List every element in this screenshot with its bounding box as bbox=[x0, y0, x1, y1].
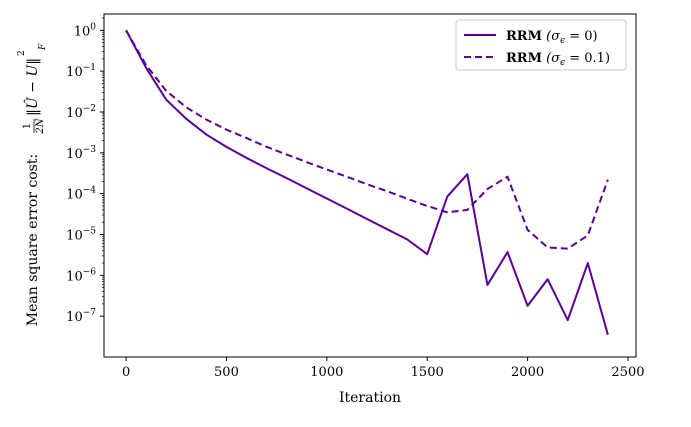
y-axis-label: Mean square error cost: 1 2N ‖Û − U‖ 2 F bbox=[17, 43, 48, 326]
x-tick-label: 1000 bbox=[310, 365, 343, 380]
y-axis-label-norm-open: ‖ bbox=[25, 109, 41, 116]
x-tick-label: 2000 bbox=[511, 365, 544, 380]
y-tick-label: 10−6 bbox=[66, 267, 96, 284]
plot-area-frame bbox=[103, 13, 637, 358]
x-tick-label: 1500 bbox=[411, 365, 444, 380]
y-axis-label-u-hat: Û bbox=[23, 96, 41, 109]
y-tick-label: 10−7 bbox=[66, 308, 96, 325]
y-axis-label-subscript: F bbox=[38, 43, 48, 51]
y-axis-label-prefix: Mean square error cost: bbox=[25, 154, 41, 326]
y-tick-label: 10−5 bbox=[66, 227, 96, 244]
legend-label-2: RRM (σϵ = 0.1) bbox=[506, 51, 610, 68]
x-tick-label: 2500 bbox=[611, 365, 644, 380]
y-axis: 100 10−1 10−2 10−3 10−4 10−5 10−6 10−7 bbox=[66, 17, 104, 325]
svg-text:Mean square error cost:: Mean square error cost: bbox=[25, 154, 41, 326]
y-tick-label: 10−4 bbox=[66, 186, 96, 203]
y-axis-label-frac-num: 1 bbox=[22, 123, 33, 129]
y-axis-label-exponent: 2 bbox=[17, 50, 27, 56]
series-line-1 bbox=[125, 29, 609, 336]
y-axis-label-frac-den: 2N bbox=[35, 117, 46, 134]
series-layer bbox=[125, 29, 609, 336]
x-tick-label: 0 bbox=[122, 365, 130, 380]
y-axis-label-fraction: 1 2N bbox=[22, 117, 46, 134]
svg-text:‖Û − U‖: ‖Û − U‖ bbox=[23, 58, 41, 116]
legend-box bbox=[455, 19, 627, 71]
y-tick-label: 10−3 bbox=[66, 145, 96, 162]
x-tick-label: 500 bbox=[214, 365, 239, 380]
y-axis-label-minus: − U bbox=[25, 64, 41, 98]
legend-label-1: RRM (σϵ = 0) bbox=[506, 29, 598, 46]
y-tick-label: 10−2 bbox=[66, 104, 96, 121]
legend: RRM (σϵ = 0) RRM (σϵ = 0.1) bbox=[455, 19, 627, 71]
series-line-2 bbox=[125, 29, 609, 250]
x-axis-label: Iteration bbox=[339, 390, 401, 406]
y-tick-label: 10−1 bbox=[66, 63, 96, 80]
x-axis: 0 500 1000 1500 2000 2500 bbox=[122, 357, 645, 380]
y-tick-label: 100 bbox=[74, 22, 97, 39]
y-axis-label-norm-close: ‖ bbox=[25, 58, 41, 65]
